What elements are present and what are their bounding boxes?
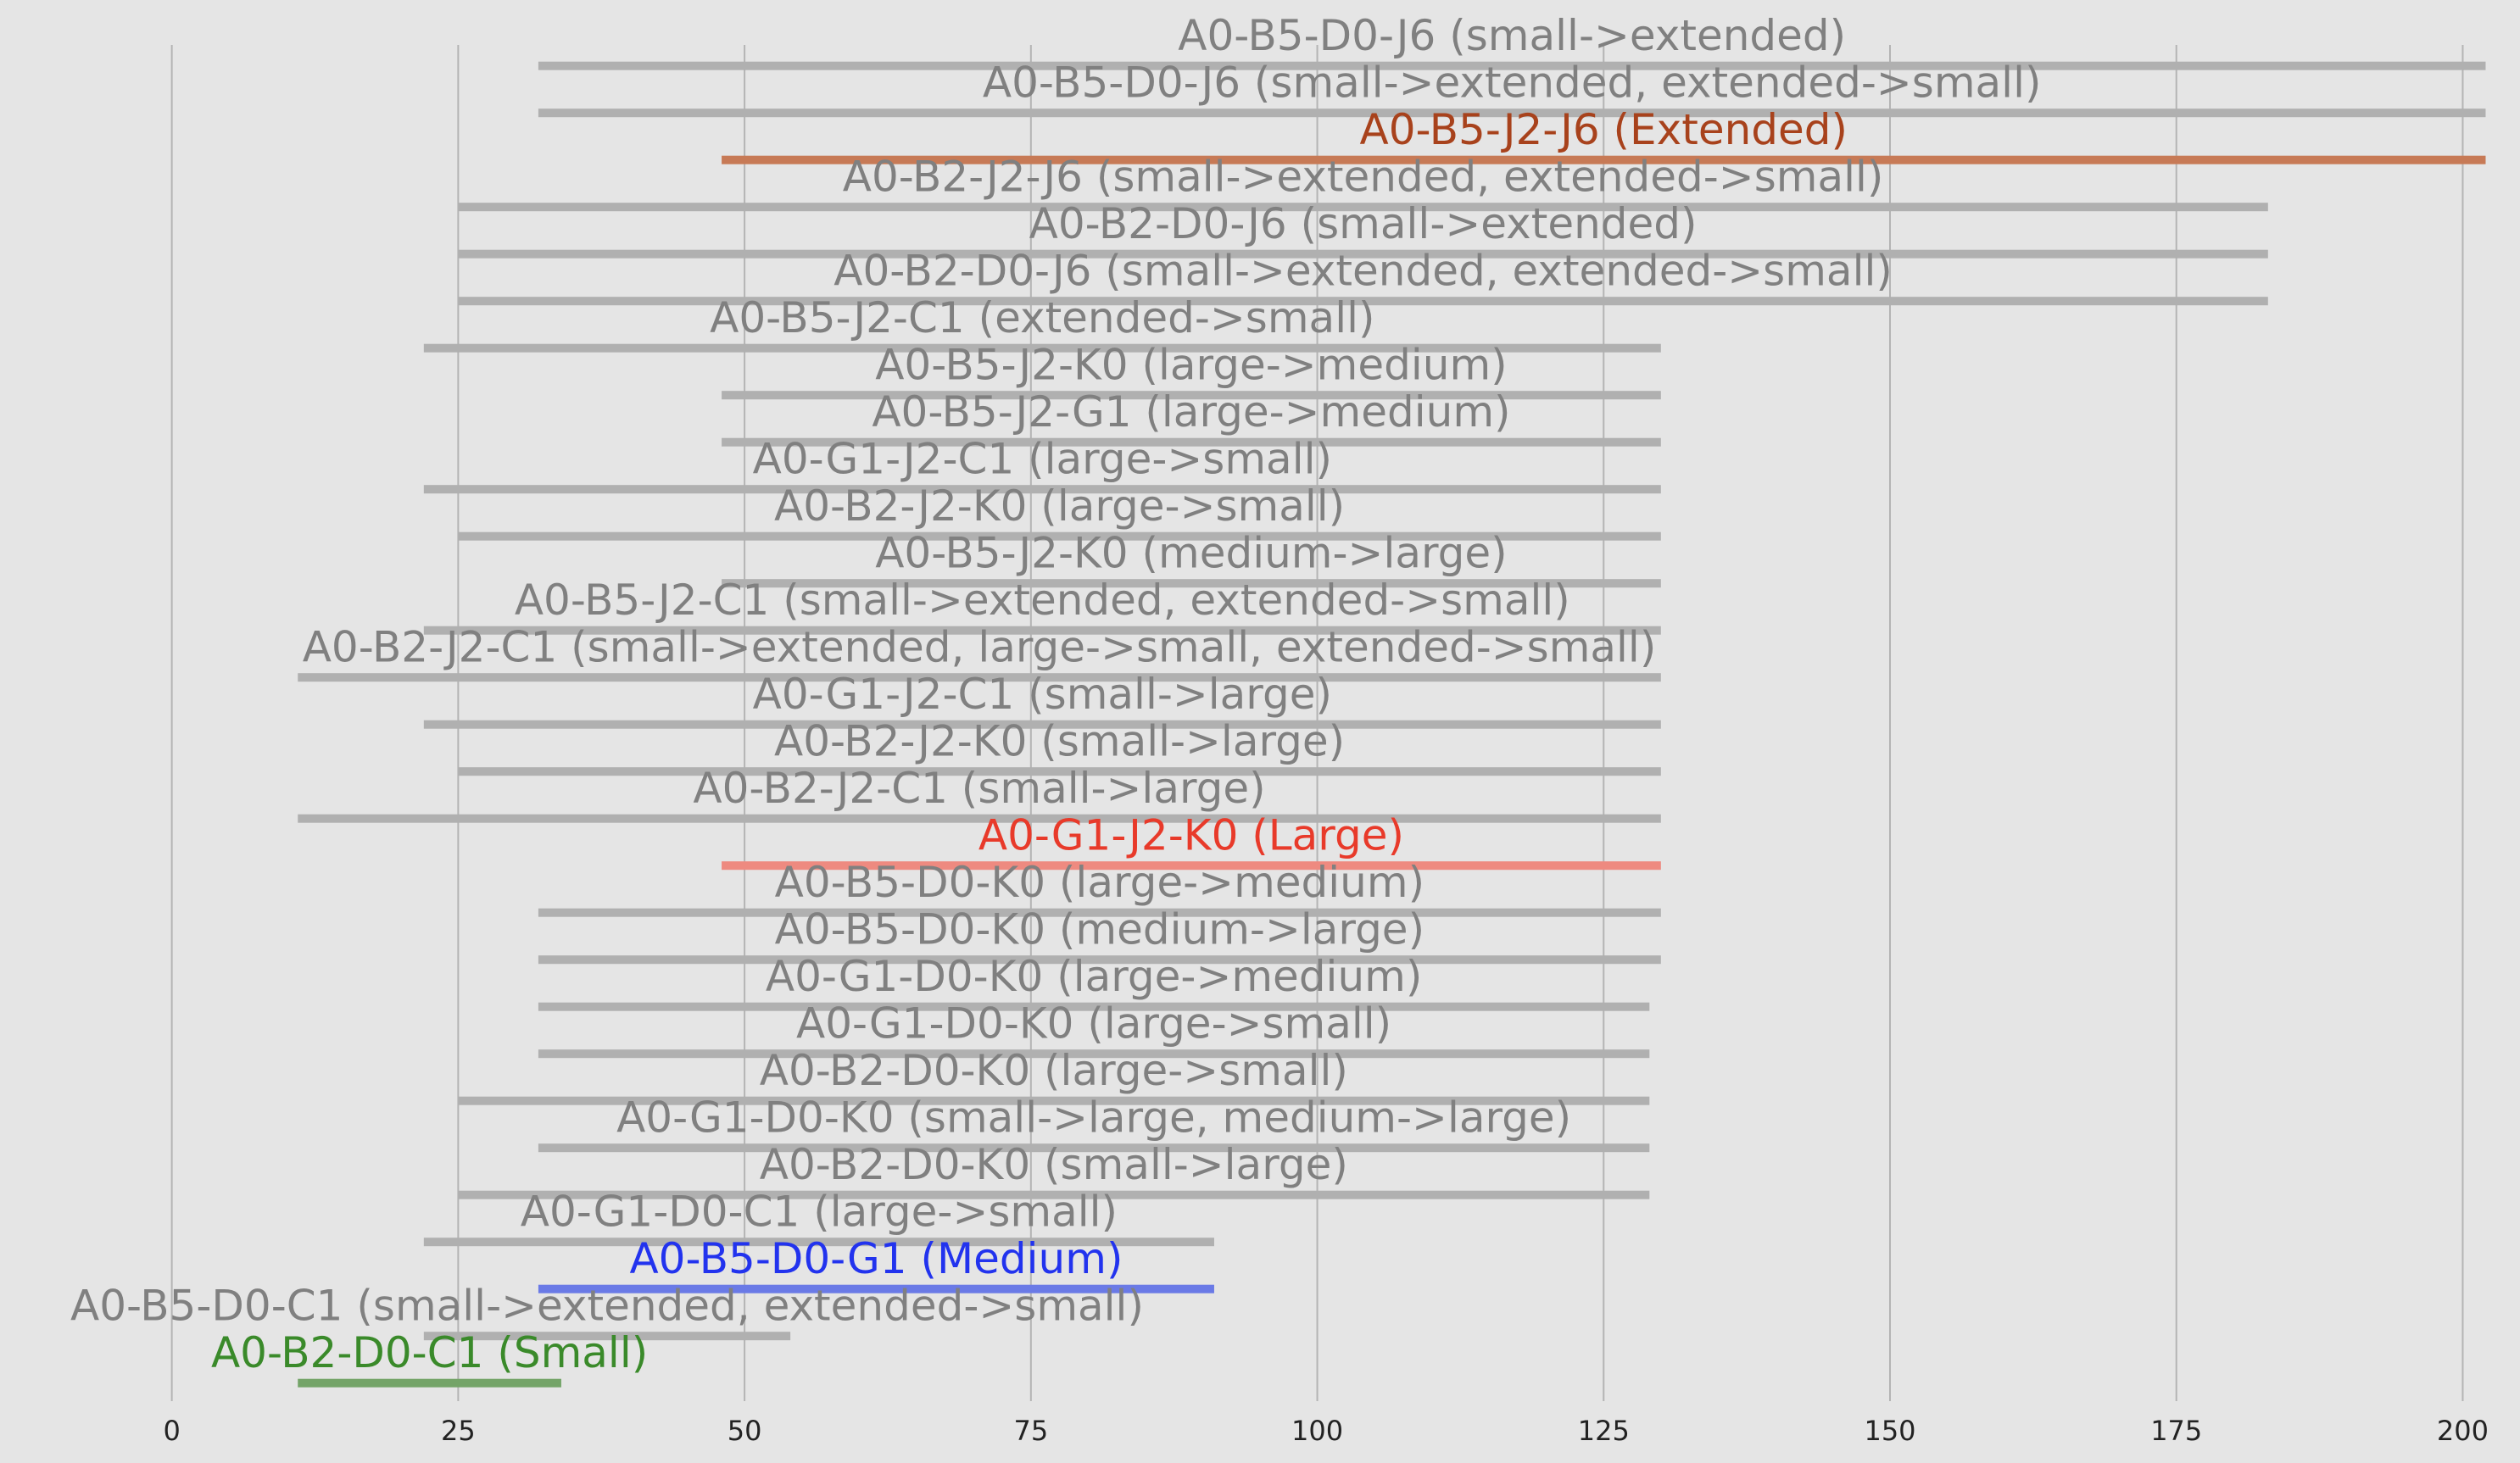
bar [458, 1190, 1650, 1199]
bar-label: A0-B5-D0-C1 (small->extended, extended->… [70, 1282, 1144, 1331]
bar [538, 1284, 1214, 1293]
bar-label: A0-B5-J2-G1 (large->medium) [872, 387, 1510, 437]
bar-label: A0-G1-J2-K0 (Large) [978, 811, 1404, 860]
bar [423, 485, 1661, 494]
bar [298, 1378, 561, 1388]
bar [423, 720, 1661, 729]
bar-label: A0-B2-J2-C1 (small->extended, large->sma… [303, 623, 1657, 672]
bar [423, 1238, 1214, 1247]
bar-label: A0-G1-D0-K0 (large->small) [796, 999, 1391, 1049]
bar [538, 955, 1661, 965]
bar-label: A0-G1-D0-C1 (large->small) [521, 1188, 1118, 1237]
x-tick-label: 200 [2437, 1415, 2489, 1447]
bar [458, 203, 2268, 212]
bar [458, 531, 1661, 541]
bar-label: A0-B2-D0-K0 (small->large) [760, 1140, 1348, 1189]
bar-label: A0-B5-J2-C1 (extended->small) [710, 293, 1374, 342]
x-tick-label: 175 [2150, 1415, 2202, 1447]
bar [458, 297, 2268, 306]
bar-label: A0-B2-D0-K0 (large->small) [760, 1046, 1348, 1095]
bar [722, 155, 2486, 164]
bar [538, 1002, 1650, 1011]
bar [298, 673, 1661, 682]
bar-label: A0-B2-J2-C1 (small->large) [693, 764, 1265, 813]
bar [538, 1143, 1650, 1153]
x-tick-label: 50 [728, 1415, 762, 1447]
bar [722, 579, 1661, 588]
bar-label: A0-B5-J2-C1 (small->extended, extended->… [515, 576, 1570, 625]
x-tick-label: 100 [1291, 1415, 1343, 1447]
bar-label: A0-G1-D0-K0 (small->large, medium->large… [616, 1093, 1571, 1143]
bar [538, 108, 2486, 118]
bar [538, 908, 1661, 917]
x-tick-label: 0 [163, 1415, 180, 1447]
bar-label: A0-B2-J2-J6 (small->extended, extended->… [843, 153, 1884, 202]
bar-label: A0-B5-D0-J6 (small->extended, extended->… [983, 58, 2042, 108]
bar [458, 767, 1661, 776]
bar [458, 249, 2268, 259]
bar-label: A0-B2-J2-K0 (small->large) [774, 717, 1345, 766]
bar [298, 814, 1661, 823]
bar [538, 1049, 1650, 1059]
bar-label: A0-B5-D0-K0 (large->medium) [775, 858, 1424, 907]
bar-label: A0-B5-D0-K0 (medium->large) [775, 905, 1424, 954]
bar [722, 391, 1661, 400]
bar-label: A0-G1-D0-K0 (large->medium) [766, 952, 1423, 1001]
bar-label: A0-B2-D0-J6 (small->extended, extended->… [833, 247, 1893, 296]
bar-label: A0-B2-J2-K0 (large->small) [774, 481, 1345, 531]
bar-label: A0-B5-D0-G1 (Medium) [629, 1234, 1123, 1283]
bar-label: A0-B2-D0-J6 (small->extended) [1029, 199, 1698, 248]
bar [722, 861, 1661, 871]
bar-label: A0-B2-D0-C1 (Small) [211, 1328, 648, 1377]
x-tick-label: 150 [1864, 1415, 1915, 1447]
bar [423, 343, 1661, 353]
bar [423, 626, 1661, 635]
bar-label: A0-G1-J2-C1 (small->large) [753, 670, 1332, 719]
bar [458, 1096, 1650, 1105]
bar-label: A0-B5-D0-J6 (small->extended) [1178, 11, 1846, 60]
x-tick-label: 25 [441, 1415, 476, 1447]
bar-label: A0-G1-J2-C1 (large->small) [753, 435, 1332, 484]
bar [722, 437, 1661, 447]
bar-label: A0-B5-J2-J6 (Extended) [1359, 105, 1848, 154]
bar [538, 61, 2486, 70]
x-tick-label: 125 [1578, 1415, 1630, 1447]
bar-label: A0-B5-J2-K0 (medium->large) [875, 529, 1507, 578]
bar-label: A0-B5-J2-K0 (large->medium) [875, 341, 1507, 390]
x-tick-label: 75 [1013, 1415, 1048, 1447]
bar [423, 1332, 791, 1341]
